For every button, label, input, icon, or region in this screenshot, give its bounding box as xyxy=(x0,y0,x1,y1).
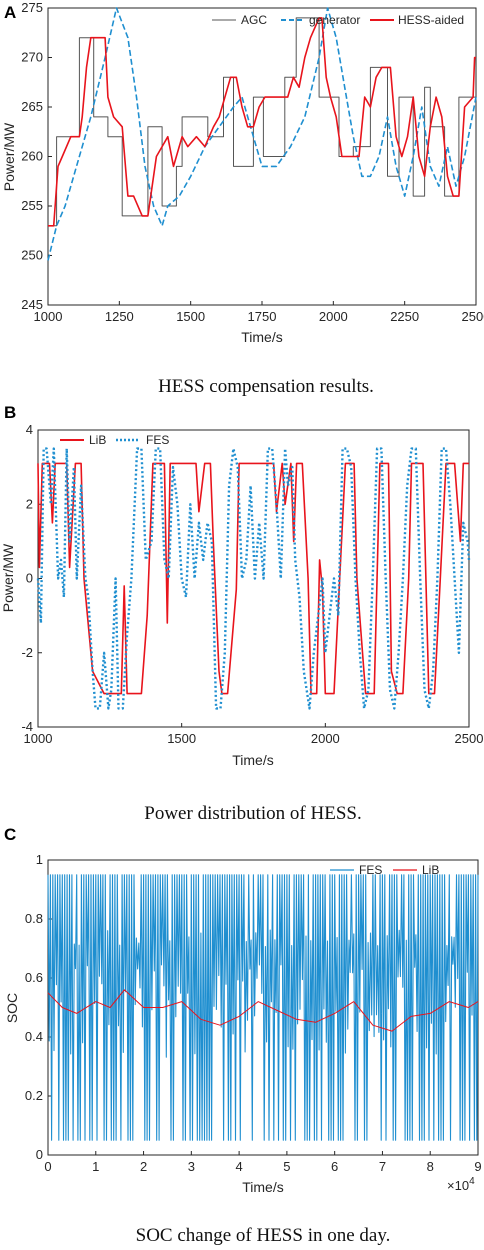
panel-a-lines xyxy=(47,7,477,261)
y-tick-label: 275 xyxy=(21,0,43,15)
x-tick-label: 2 xyxy=(140,1159,147,1174)
x-tick-label: 7 xyxy=(379,1159,386,1174)
panel-a-plot-frame xyxy=(47,7,477,306)
y-tick-label: 0.4 xyxy=(25,1029,43,1044)
x-tick-label: 4 xyxy=(235,1159,242,1174)
panel-a-ticks: 1000 1250 1500 1750 2000 2250 2500 245 250 255 260… xyxy=(21,0,484,324)
series-generator-line xyxy=(47,7,477,261)
series-lib-line xyxy=(37,462,469,695)
panel-b-xlabel: Time/s xyxy=(232,752,273,768)
y-tick-label: 4 xyxy=(26,422,33,437)
x-tick-label: 2500 xyxy=(455,731,484,746)
x-tick-label: 1 xyxy=(92,1159,99,1174)
x-exponent-power: 4 xyxy=(469,1176,475,1187)
y-tick-label: 0.8 xyxy=(25,911,43,926)
series-fes-line xyxy=(47,874,479,1141)
x-tick-label: 3 xyxy=(188,1159,195,1174)
y-tick-label: 260 xyxy=(21,149,43,164)
x-tick-label: 6 xyxy=(331,1159,338,1174)
legend-c-lib-label: LiB xyxy=(422,863,439,877)
series-fes-line xyxy=(36,447,471,710)
legend-generator-label: generator xyxy=(309,13,360,27)
panel-c-ylabel: SOC xyxy=(4,993,20,1023)
panel-c-caption: SOC change of HESS in one day. xyxy=(136,1225,391,1246)
x-tick-label: 1500 xyxy=(176,309,205,324)
panel-c: C 0 1 2 3 4 5 6 7 8 9 0 0.2 0.4 0.6 0.8 1 Time/s SOC ×1… xyxy=(4,825,482,1246)
panel-b-caption: Power distribution of HESS. xyxy=(144,803,361,824)
panel-a-label: A xyxy=(4,3,16,22)
y-tick-label: 0 xyxy=(26,571,33,586)
panel-c-xlabel: Time/s xyxy=(242,1179,283,1195)
y-tick-label: 270 xyxy=(21,50,43,65)
y-tick-label: -4 xyxy=(21,719,33,734)
panel-a-xlabel: Time/s xyxy=(241,329,282,345)
y-tick-label: 245 xyxy=(21,297,43,312)
panel-b-ticks: 1000 1500 2000 2500 -4 -2 0 2 4 xyxy=(21,422,483,746)
series-agc-line xyxy=(48,17,476,227)
panel-b-label: B xyxy=(4,403,16,422)
x-tick-label: 2000 xyxy=(319,309,348,324)
y-tick-label: 0.2 xyxy=(25,1088,43,1103)
x-tick-label: 1000 xyxy=(34,309,63,324)
y-tick-label: 250 xyxy=(21,248,43,263)
panel-c-lines xyxy=(47,874,479,1141)
y-tick-label: 265 xyxy=(21,99,43,114)
panel-c-ticks: 0 1 2 3 4 5 6 7 8 9 0 0.2 0.4 0.6 0.8 1 xyxy=(25,852,482,1174)
panel-b-legend: LiB FES xyxy=(60,433,169,447)
x-tick-label: 1250 xyxy=(105,309,134,324)
x-tick-label: 9 xyxy=(474,1159,481,1174)
x-tick-label: 5 xyxy=(283,1159,290,1174)
panel-a-ylabel: Power/MW xyxy=(1,122,17,191)
panel-b: B 1000 1500 2000 2500 -4 -2 0 2 4 Time/s Power/M… xyxy=(0,403,483,824)
x-tick-label: 0 xyxy=(44,1159,51,1174)
x-tick-label: 2250 xyxy=(390,309,419,324)
panel-b-ylabel: Power/MW xyxy=(0,543,16,612)
panel-a-caption: HESS compensation results. xyxy=(158,376,374,397)
y-tick-label: 0 xyxy=(36,1147,43,1162)
x-tick-label: 1750 xyxy=(248,309,277,324)
legend-c-fes-label: FES xyxy=(359,863,382,877)
legend-agc-label: AGC xyxy=(241,13,267,27)
y-tick-label: 2 xyxy=(26,496,33,511)
x-tick-label: 2000 xyxy=(311,731,340,746)
panel-a-legend: AGC generator HESS-aided xyxy=(212,13,464,27)
y-tick-label: 255 xyxy=(21,198,43,213)
y-tick-label: -2 xyxy=(21,645,33,660)
panel-b-lines xyxy=(36,447,471,710)
legend-fes-label: FES xyxy=(146,433,169,447)
x-tick-label: 1000 xyxy=(24,731,53,746)
panel-c-x-exponent: ×104 xyxy=(447,1176,475,1193)
panel-c-legend: FES LiB xyxy=(330,863,439,877)
x-tick-label: 1500 xyxy=(167,731,196,746)
x-tick-label: 8 xyxy=(427,1159,434,1174)
panel-c-label: C xyxy=(4,825,16,844)
legend-lib-label: LiB xyxy=(89,433,106,447)
x-tick-label: 2500 xyxy=(462,309,484,324)
y-tick-label: 1 xyxy=(36,852,43,867)
series-hess-aided-line xyxy=(48,17,476,227)
x-exponent-base: ×10 xyxy=(447,1178,469,1193)
series-lib-line xyxy=(47,989,479,1032)
y-tick-label: 0.6 xyxy=(25,970,43,985)
legend-hess-label: HESS-aided xyxy=(398,13,464,27)
panel-a: A 1000 1250 1500 1750 2000 2250 2500 245 250 255 2… xyxy=(1,0,484,397)
